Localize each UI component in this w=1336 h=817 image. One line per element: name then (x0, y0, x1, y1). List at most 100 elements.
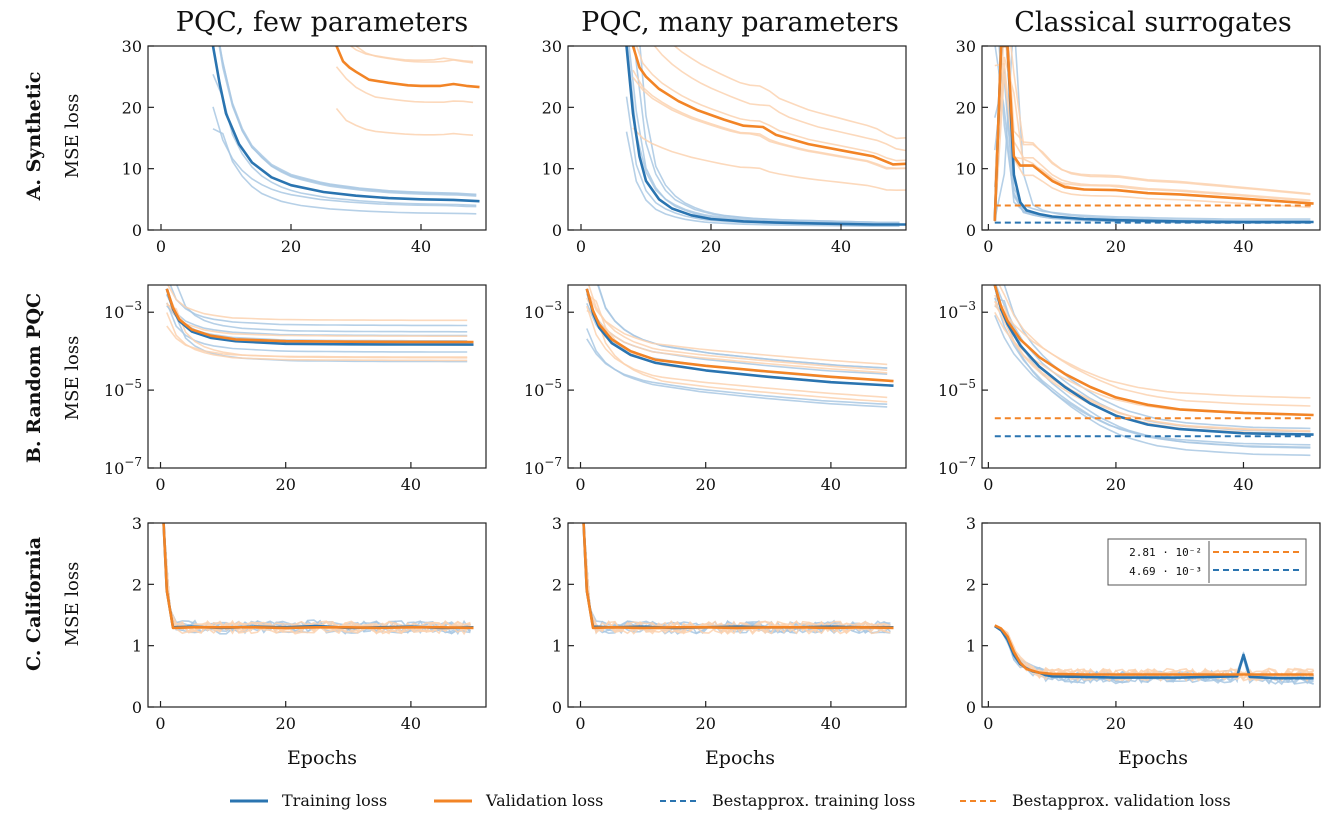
y-tick-label: 1 (132, 637, 142, 656)
panel-frame (147, 45, 487, 231)
x-tick-label: 0 (983, 475, 993, 494)
validation-loss-line (585, 288, 894, 383)
training-loss-run-line (994, 46, 1311, 223)
training-loss-run-line (162, 523, 471, 635)
panel-b3: 0 20 40 10−7 10−5 10−3 (938, 284, 1321, 494)
y-tick-label: 20 (956, 98, 976, 117)
training-loss-run-line (219, 46, 477, 196)
x-tick-label: 20 (701, 237, 721, 256)
validation-loss-line (993, 285, 1314, 417)
y-tick-label: 0 (132, 221, 142, 240)
validation-loss-run-line (162, 523, 471, 634)
training-loss-run-line (995, 285, 1311, 433)
training-loss-run-line (162, 523, 471, 635)
validation-loss-run-line (166, 302, 468, 338)
validation-loss-run-line (162, 523, 471, 635)
panel-a2: 0 20 40 0 10 20 30 (542, 37, 907, 256)
x-tick-label: 0 (575, 475, 585, 494)
column-title-classical: Classical surrogates (1014, 7, 1292, 38)
validation-loss-run-line (335, 107, 474, 136)
training-loss-run-line (586, 338, 888, 405)
y-tick-label: 20 (542, 98, 562, 117)
x-tick-label: 40 (821, 475, 841, 494)
training-loss-run-line (166, 305, 468, 363)
validation-loss-run-line (586, 309, 888, 403)
column-title-many-params: PQC, many parameters (581, 7, 899, 38)
training-loss-run-line (582, 523, 891, 635)
y-tick-label: 3 (132, 514, 142, 533)
y-tick-label: 0 (966, 221, 976, 240)
bottom-legend: Training loss Validation loss Bestapprox… (230, 791, 1231, 810)
x-tick-label: 0 (155, 714, 165, 733)
plot-area (162, 523, 474, 636)
validation-loss-line (631, 46, 906, 166)
y-tick-label: 10−5 (524, 377, 562, 400)
validation-loss-run-line (349, 46, 474, 63)
plot-area (585, 285, 894, 408)
plot-area (211, 46, 480, 215)
column-title-few-params: PQC, few parameters (176, 7, 468, 38)
x-tick-label: 20 (1106, 237, 1126, 256)
plot-area (625, 46, 906, 227)
validation-loss-run-line (586, 305, 888, 399)
xlabel-col-1: Epochs (287, 747, 357, 769)
row-label-synthetic: A. Synthetic (23, 72, 45, 202)
y-tick-label: 10−7 (524, 455, 562, 478)
validation-loss-run-line (994, 301, 1311, 433)
panel-frame (981, 45, 1321, 231)
validation-loss-run-line (166, 312, 468, 362)
training-loss-run-line (166, 293, 468, 342)
validation-loss-run-line (166, 285, 468, 322)
xlabel-col-3: Epochs (1118, 747, 1188, 769)
validation-loss-run-line (335, 66, 474, 104)
row-label-california: C. California (23, 537, 45, 671)
validation-loss-run-line (994, 46, 1311, 218)
training-loss-run-line (162, 523, 471, 635)
validation-loss-line (335, 46, 480, 89)
y-tick-label: 30 (956, 37, 976, 56)
x-tick-label: 40 (1233, 237, 1253, 256)
panel-c3: 0 20 40 0 1 2 3 (966, 514, 1321, 733)
x-tick-label: 40 (821, 714, 841, 733)
plot-area (993, 46, 1314, 224)
training-loss-run-line (162, 523, 472, 636)
panel-frame (981, 522, 1321, 708)
validation-loss-run-line (994, 294, 1311, 399)
validation-loss-run-line (582, 523, 891, 635)
validation-loss-run-line (582, 523, 891, 635)
x-tick-label: 20 (696, 475, 716, 494)
validation-loss-run-line (582, 523, 891, 635)
validation-loss-run-line (635, 46, 906, 162)
validation-loss-line (994, 624, 1314, 676)
validation-loss-run-line (162, 523, 471, 635)
y-tick-label: 30 (122, 37, 142, 56)
x-tick-label: 0 (156, 237, 166, 256)
training-loss-run-line (169, 285, 468, 327)
panel-c1: 0 20 40 0 1 2 3 (132, 514, 487, 733)
x-tick-label: 40 (831, 237, 851, 256)
training-loss-line (625, 46, 906, 226)
ylabel-row-c: MSE loss (62, 562, 83, 647)
validation-loss-run-line (586, 289, 888, 366)
training-loss-run-line (586, 328, 888, 408)
training-loss-run-line (166, 302, 468, 353)
validation-loss-run-line (162, 523, 471, 635)
validation-loss-run-line (582, 523, 891, 635)
y-tick-label: 10−7 (938, 455, 976, 478)
y-tick-label: 1 (966, 637, 976, 656)
y-tick-label: 10−3 (104, 299, 142, 322)
validation-loss-run-line (994, 73, 1311, 223)
validation-loss-run-line (653, 46, 906, 152)
training-loss-line (582, 523, 894, 630)
panel-frame (567, 45, 907, 231)
row-label-random-pqc: B. Random PQC (23, 293, 45, 463)
training-loss-run-line (597, 285, 888, 369)
y-tick-label: 10−3 (524, 299, 562, 322)
plot-area (582, 523, 894, 635)
plot-area (993, 285, 1314, 457)
panel-b2: 0 20 40 10−7 10−5 10−3 (524, 284, 907, 494)
validation-loss-line (165, 288, 474, 344)
y-tick-label: 10−5 (104, 377, 142, 400)
y-tick-label: 10−3 (938, 299, 976, 322)
